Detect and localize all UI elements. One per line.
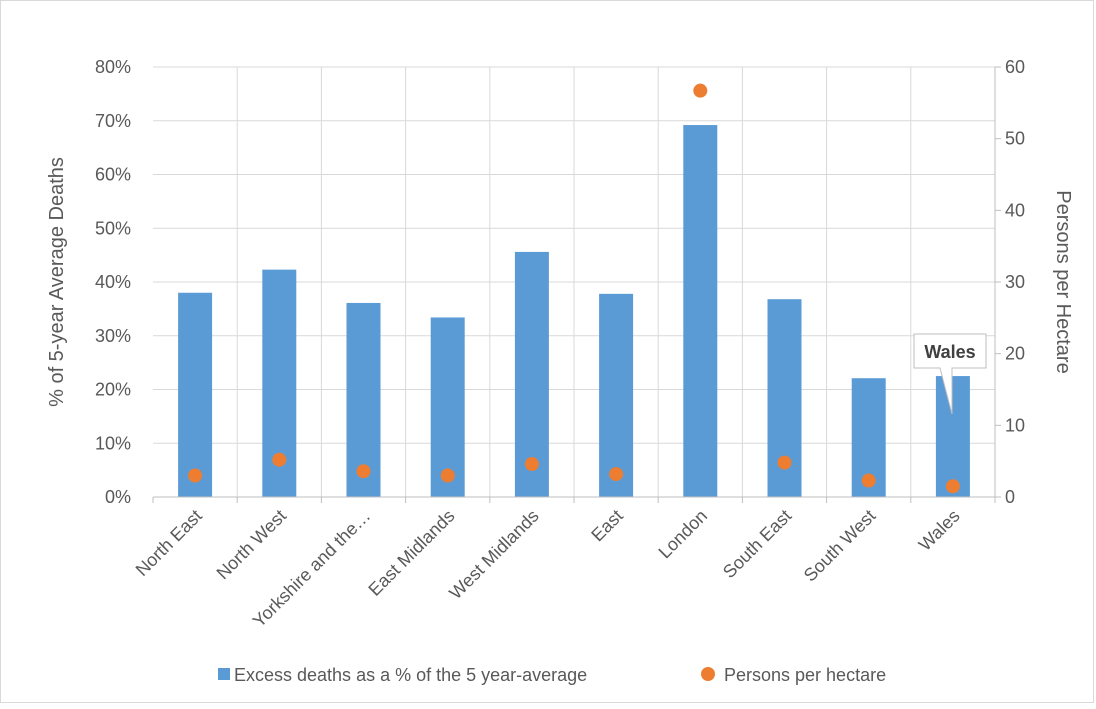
- y-tick-label: 20%: [95, 380, 131, 400]
- scatter-point: [777, 455, 792, 470]
- bar: [935, 376, 970, 497]
- y-tick-label: 80%: [95, 57, 131, 77]
- y2-tick-label: 40: [1005, 200, 1025, 220]
- y2-tick-label: 50: [1005, 129, 1025, 149]
- y-tick-label: 50%: [95, 218, 131, 238]
- right-axis-ticks: 0 10 20 30 40 50 60: [1005, 57, 1025, 507]
- x-tick-label: North East: [132, 506, 206, 580]
- legend-label-persons-per-hectare: Persons per hectare: [724, 665, 886, 685]
- y-tick-label: 0%: [105, 487, 131, 507]
- y2-tick-label: 60: [1005, 57, 1025, 77]
- y-tick-label: 60%: [95, 165, 131, 185]
- scatter-series: [188, 83, 960, 494]
- x-tick-label: South East: [719, 506, 795, 582]
- scatter-point: [524, 457, 539, 472]
- scatter-point: [693, 83, 708, 98]
- scatter-point: [945, 479, 960, 494]
- bar: [178, 292, 213, 497]
- bar: [430, 317, 465, 497]
- scatter-point: [440, 468, 455, 483]
- legend-swatch-bar: [218, 668, 230, 680]
- legend-swatch-dot: [701, 667, 715, 681]
- x-tick-label: West Midlands: [445, 506, 542, 603]
- y2-tick-label: 20: [1005, 344, 1025, 364]
- y-tick-label: 10%: [95, 433, 131, 453]
- x-tick-label: North West: [213, 506, 291, 584]
- y2-tick-label: 30: [1005, 272, 1025, 292]
- y-tick-label: 40%: [95, 272, 131, 292]
- legend-item-excess-deaths: Excess deaths as a % of the 5 year-avera…: [218, 665, 587, 685]
- y2-tick-label: 10: [1005, 415, 1025, 435]
- bar: [683, 125, 718, 498]
- left-axis-title: % of 5-year Average Deaths: [46, 157, 68, 407]
- scatter-point: [188, 468, 203, 483]
- x-tick-label: East: [587, 506, 627, 546]
- callout-box: [913, 333, 987, 415]
- right-axis-title: Persons per Hectare: [1052, 190, 1074, 373]
- scatter-point: [861, 473, 876, 488]
- y-tick-label: 70%: [95, 111, 131, 131]
- scatter-point: [356, 464, 371, 479]
- x-tick-label: London: [655, 506, 712, 563]
- y2-tick-label: 0: [1005, 487, 1015, 507]
- scatter-point: [272, 452, 287, 467]
- legend-item-persons-per-hectare: Persons per hectare: [701, 665, 886, 685]
- wales-callout: Wales: [913, 333, 987, 415]
- legend-label-excess-deaths: Excess deaths as a % of the 5 year-avera…: [234, 665, 587, 685]
- x-tick-label: East Midlands: [364, 506, 458, 600]
- axes: [152, 66, 1001, 503]
- scatter-point: [609, 467, 624, 482]
- callout-label: Wales: [924, 342, 975, 362]
- bar: [599, 293, 634, 497]
- x-tick-label: Wales: [915, 506, 964, 555]
- y-tick-label: 30%: [95, 326, 131, 346]
- x-tick-label: South West: [800, 506, 880, 586]
- legend: Excess deaths as a % of the 5 year-avera…: [218, 665, 886, 685]
- bar: [514, 251, 549, 497]
- left-axis-ticks: 0% 10% 20% 30% 40% 50% 60% 70% 80%: [95, 57, 131, 507]
